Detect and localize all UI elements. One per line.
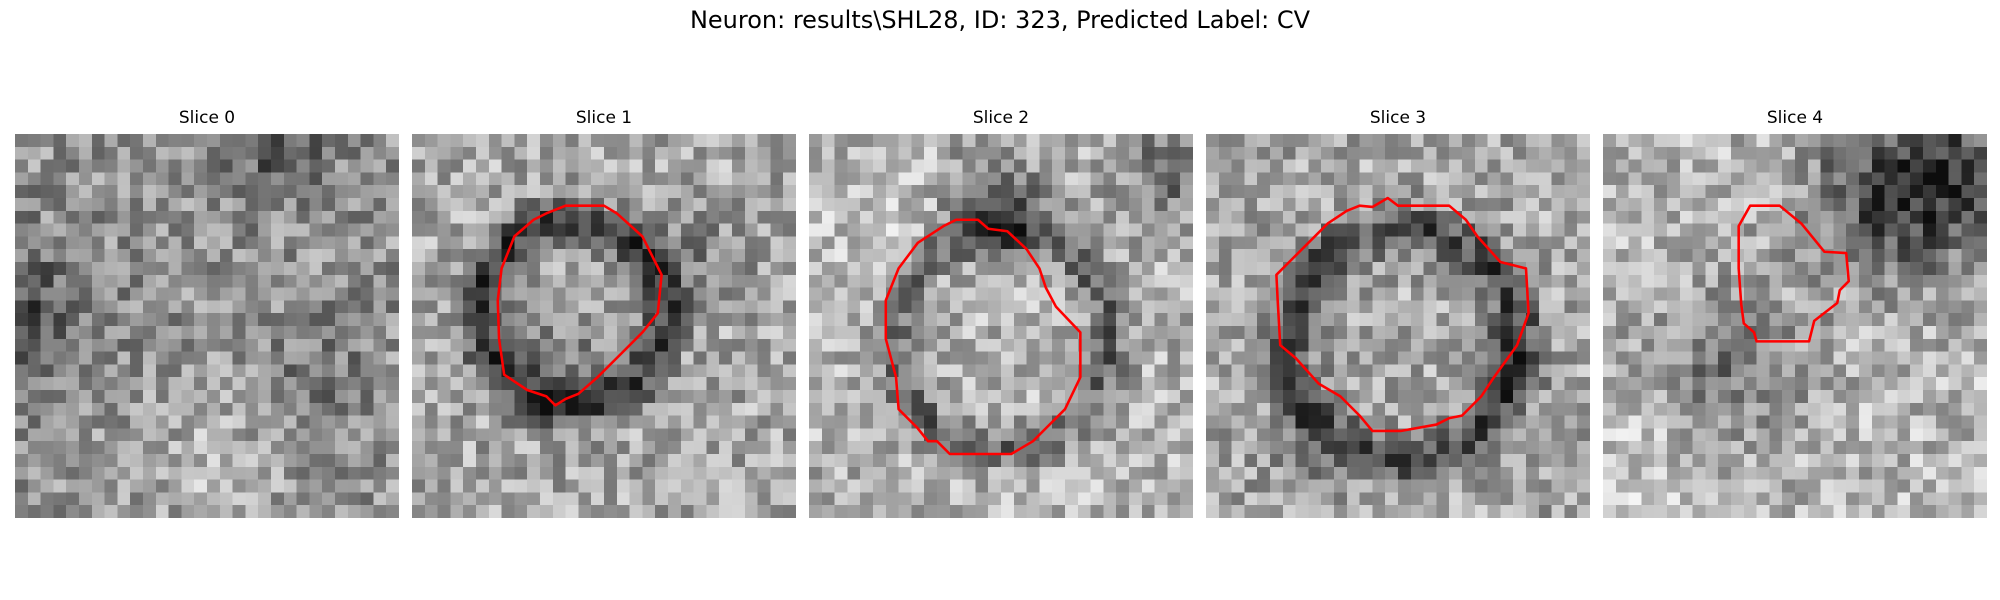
slice-title-2: Slice 2 bbox=[972, 108, 1030, 128]
slice-panel-3: Slice 3 bbox=[1206, 108, 1590, 520]
figure-title: Neuron: results\SHL28, ID: 323, Predicte… bbox=[689, 6, 1311, 34]
slice-panel-1: Slice 1 bbox=[412, 108, 796, 520]
slice-image-1 bbox=[412, 134, 796, 518]
segmentation-contour-4 bbox=[1737, 204, 1851, 343]
segmentation-contour-2 bbox=[884, 218, 1082, 456]
slice-image-0 bbox=[15, 134, 399, 518]
slice-panel-0: Slice 0 bbox=[15, 108, 399, 520]
slice-image-4 bbox=[1603, 134, 1987, 518]
slice-panel-2: Slice 2 bbox=[809, 108, 1193, 520]
segmentation-contour-1 bbox=[496, 204, 663, 407]
slice-title-4: Slice 4 bbox=[1766, 108, 1824, 128]
slice-title-3: Slice 3 bbox=[1369, 108, 1427, 128]
segmentation-contour-3 bbox=[1275, 196, 1530, 433]
slice-panel-4: Slice 4 bbox=[1603, 108, 1987, 520]
slice-title-1: Slice 1 bbox=[575, 108, 633, 128]
slice-title-0: Slice 0 bbox=[178, 108, 236, 128]
slice-image-2 bbox=[809, 134, 1193, 518]
slice-image-3 bbox=[1206, 134, 1590, 518]
